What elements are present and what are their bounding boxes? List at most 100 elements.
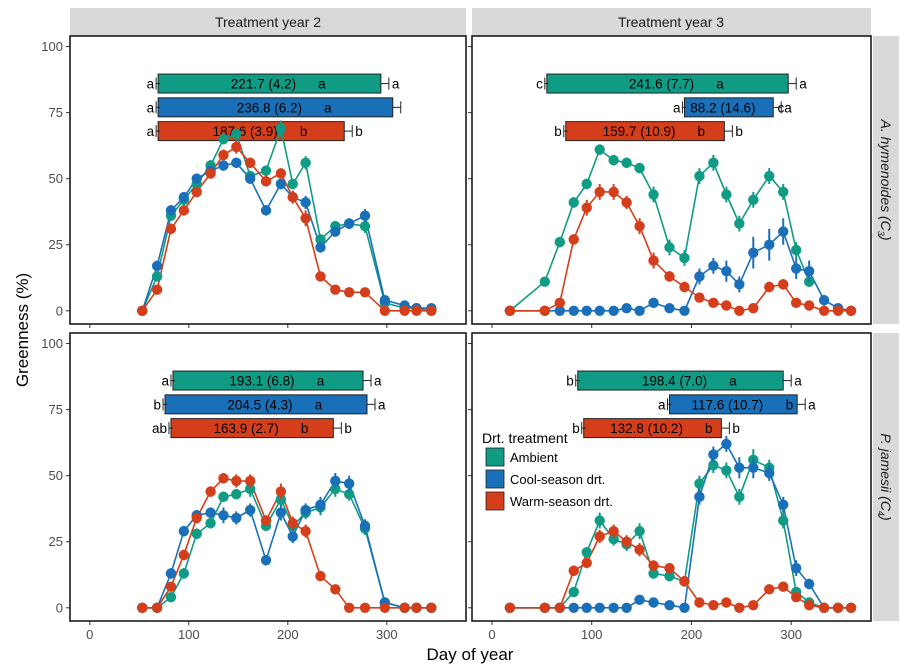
data-point	[151, 271, 163, 282]
bar-end-letter: a	[378, 397, 386, 412]
data-point	[803, 265, 815, 277]
data-point	[708, 459, 719, 471]
bar-value-label: 204.5 (4.3)	[227, 397, 292, 412]
data-point	[218, 473, 229, 484]
bar-start-letter: a	[658, 397, 666, 412]
bar-end-letter: a	[374, 374, 382, 389]
data-point	[218, 160, 229, 171]
data-point	[411, 305, 422, 316]
data-point	[621, 602, 632, 613]
data-point	[205, 486, 216, 497]
bar-start-letter: a	[673, 100, 681, 115]
data-point	[568, 234, 579, 245]
bar-value-label: 132.8 (10.2)	[610, 421, 683, 436]
data-point	[137, 602, 148, 613]
bar-group-letter: b	[300, 124, 308, 139]
data-point	[218, 491, 229, 503]
data-point	[554, 602, 565, 613]
y-tick-label: 100	[41, 336, 63, 351]
data-point	[608, 602, 619, 613]
data-point	[734, 462, 745, 473]
data-point	[275, 486, 287, 497]
data-point	[568, 565, 579, 576]
bar-value-label: 88.2 (14.6)	[690, 100, 755, 115]
data-point	[764, 584, 775, 595]
bar-group-letter: a	[315, 397, 323, 412]
data-point	[778, 515, 789, 526]
bar-end-letter: a	[392, 77, 400, 92]
data-point	[608, 533, 619, 545]
data-point	[359, 520, 371, 532]
data-point	[287, 531, 298, 542]
data-point	[790, 297, 802, 309]
data-point	[721, 189, 732, 200]
x-tick-label: 100	[581, 627, 603, 642]
data-point	[664, 562, 675, 574]
data-point	[581, 202, 592, 213]
row-title-1-close: )	[878, 234, 894, 241]
data-point	[165, 205, 177, 216]
data-point	[343, 488, 355, 500]
data-point	[330, 475, 341, 487]
x-tick-label: 100	[178, 627, 200, 642]
data-point	[275, 123, 287, 134]
y-tick-label: 75	[49, 105, 63, 120]
data-point	[379, 602, 391, 613]
data-point	[664, 242, 675, 253]
y-tick-label: 50	[49, 171, 63, 186]
data-point	[275, 507, 287, 518]
row-title-1-label: A. hymenoides (C	[878, 119, 894, 232]
data-point	[634, 525, 645, 537]
data-point	[205, 518, 216, 529]
data-point	[648, 568, 659, 579]
data-point	[581, 602, 592, 613]
data-point	[275, 168, 287, 179]
row-title-1: A. hymenoides (C3)	[876, 119, 894, 241]
bar-group-letter: a	[729, 374, 737, 389]
data-point	[399, 602, 410, 613]
data-point	[748, 462, 759, 473]
data-point	[315, 242, 326, 253]
data-point	[379, 295, 391, 306]
data-point	[165, 568, 177, 579]
bar-value-label: 236.8 (6.2)	[237, 100, 302, 115]
data-point	[818, 305, 830, 316]
data-point	[621, 157, 632, 169]
data-point	[694, 292, 705, 303]
data-point	[708, 449, 719, 460]
legend: Drt. treatment Ambient Cool-season drt. …	[482, 430, 613, 511]
data-point	[679, 281, 690, 293]
data-point	[359, 221, 371, 232]
data-point	[790, 263, 802, 274]
bar-end-letter: a	[808, 397, 816, 412]
panel-border	[471, 332, 872, 622]
data-point	[664, 570, 675, 582]
data-point	[205, 507, 216, 518]
data-point	[790, 562, 802, 574]
data-point	[608, 305, 619, 316]
x-tick-label: 0	[86, 627, 93, 642]
x-axis-title: Day of year	[427, 645, 514, 664]
data-point	[260, 555, 272, 566]
data-point	[300, 157, 311, 169]
data-point	[554, 236, 565, 248]
legend-label-ambient: Ambient	[510, 450, 558, 465]
bar-end-letter: a	[784, 100, 792, 115]
data-point	[315, 234, 326, 245]
bar-end-letter: b	[735, 124, 743, 139]
data-point	[594, 144, 605, 155]
y-tick-label: 0	[56, 303, 63, 318]
data-point	[778, 279, 789, 290]
data-point	[554, 297, 565, 309]
data-point	[260, 515, 272, 526]
data-point	[244, 483, 256, 495]
data-point	[568, 586, 579, 598]
data-point	[165, 592, 177, 603]
x-tick-label: 200	[681, 627, 703, 642]
bar-group-letter: a	[318, 77, 326, 92]
bar-group-letter: a	[324, 100, 332, 115]
legend-key-cool-season	[485, 469, 505, 489]
data-point	[426, 305, 437, 316]
bar-value-label: 117.6 (10.7)	[691, 397, 763, 412]
bar-start-letter: a	[147, 100, 155, 115]
